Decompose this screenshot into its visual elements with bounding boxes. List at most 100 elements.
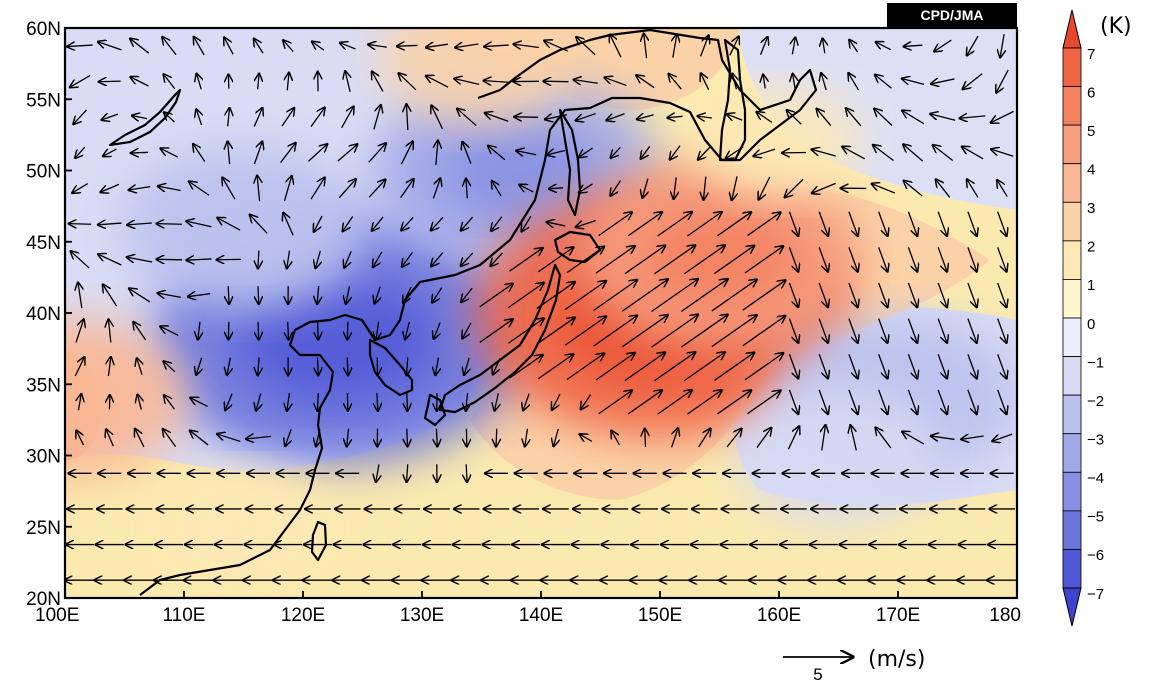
wind-vector-81 [576,112,596,121]
wind-vector-34 [130,77,149,87]
colorbar-bottom-arrow [1062,587,1082,627]
colorbar-top-arrow [1062,9,1082,49]
colorbar-segment-12 [1062,510,1082,550]
colorbar-segment-1 [1062,86,1082,126]
wind-vector-357 [217,434,241,443]
wind-vector-152 [785,178,804,197]
wind-vector-127 [991,149,1014,157]
wind-vector-129 [100,183,120,192]
wind-vector-314 [848,353,858,378]
colorbar-label-12: −5 [1087,509,1104,526]
wind-vector-111 [516,151,537,155]
wind-vector-38 [258,74,260,90]
wind-vector-367 [525,428,528,447]
wind-vector-245 [681,279,727,312]
wind-vector-246 [711,279,757,312]
wind-vector-135 [283,176,292,201]
wind-vector-31 [1000,33,1004,57]
wind-vector-373 [698,428,711,448]
wind-vector-370 [611,430,621,446]
wind-vector-61 [931,79,955,84]
colorbar-label-4: 3 [1087,200,1095,217]
wind-vector-207 [509,248,542,272]
wind-vector-70 [253,108,262,127]
wind-vector-394 [376,464,379,482]
map-plot-area [65,28,1017,598]
lat-label-7: 25N [26,518,61,539]
lon-label-1: 110E [163,605,206,626]
wind-vector-25 [822,38,824,54]
wind-vector-148 [674,177,677,199]
wind-vector-169 [343,216,354,231]
wind-vector-2 [130,38,150,54]
wind-vector-72 [310,107,325,128]
wind-vector-249 [818,282,828,307]
wind-vector-325 [225,393,233,411]
credit-background [887,3,1017,27]
wind-vector-336 [552,393,561,410]
wind-vector-20 [673,34,677,58]
lon-label-2: 120E [281,605,325,626]
wind-vector-53 [701,73,710,90]
reference-unit: (m/s) [868,647,925,672]
wind-vector-175 [521,215,532,231]
wind-vector-23 [759,37,768,55]
wind-vector-102 [253,141,262,165]
wind-vector-16 [544,41,569,52]
wind-vector-216 [788,247,798,271]
wind-vector-49 [573,80,598,84]
wind-vector-206 [490,252,503,266]
wind-vector-331 [407,393,408,411]
lon-label-4: 140E [519,605,563,626]
wind-vector-63 [996,69,1009,93]
wind-vector-151 [758,176,771,200]
wind-vector-283 [878,318,888,343]
wind-vector-22 [729,36,739,56]
wind-vector-86 [727,114,743,120]
wind-vector-185 [818,211,828,236]
colorbar-label-14: −7 [1087,586,1104,603]
colorbar-segment-7 [1062,317,1082,357]
wind-vector-326 [256,393,261,410]
wind-vector-201 [344,251,352,268]
wind-vector-232 [317,286,319,304]
lat-label-2: 50N [26,162,61,183]
korea-peninsula [368,338,414,397]
wind-vector-200 [315,250,320,268]
wind-vector-41 [345,71,350,93]
anomaly-core-4 [642,208,797,304]
wind-vector-322 [137,395,141,410]
wind-vector-179 [627,212,662,237]
wind-vector-80 [545,115,568,120]
wind-vector-354 [135,429,145,448]
wind-vector-95 [991,110,1014,122]
wind-vector-166 [250,215,268,234]
wind-vector-364 [436,428,437,447]
wind-vector-262 [258,321,259,340]
wind-vector-1 [98,42,122,51]
wind-vector-328 [317,393,318,411]
wind-vector-117 [698,145,712,160]
wind-vector-183 [747,212,781,237]
wind-vector-5 [224,37,234,55]
anomaly-center-10 [162,472,325,581]
wind-vector-184 [788,211,798,236]
wind-vector-93 [930,114,956,121]
wind-vector-174 [491,216,503,231]
wind-vector-33 [99,81,121,82]
wind-vector-32 [70,74,91,88]
wind-vector-79 [514,117,539,118]
wind-vector-338 [598,390,632,415]
wind-vector-292 [196,357,202,375]
wind-vector-330 [377,393,378,411]
wind-vector-27 [876,42,892,51]
wind-vector-99 [160,148,179,158]
wind-vector-77 [457,109,477,127]
wind-vector-145 [579,183,593,193]
wind-vector-290 [137,358,142,375]
wind-vector-286 [967,318,977,343]
wind-vector-96 [75,146,86,158]
wind-vector-92 [902,110,925,125]
colorbar-segment-13 [1062,549,1082,589]
wind-vector-375 [756,428,771,449]
